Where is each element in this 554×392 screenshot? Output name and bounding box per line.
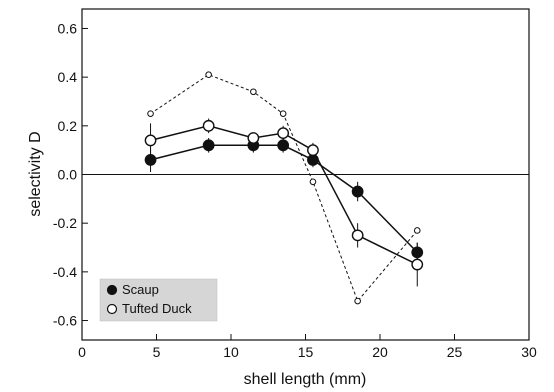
data-point — [279, 110, 287, 117]
y-axis-label: selectivity D — [27, 131, 44, 216]
data-point — [354, 297, 361, 305]
data-point — [411, 258, 424, 271]
y-tick-label: -0.6 — [53, 313, 77, 329]
data-point — [247, 132, 260, 144]
x-tick-label: 0 — [78, 344, 86, 360]
data-point — [413, 227, 421, 234]
data-point — [307, 144, 319, 157]
data-point — [144, 134, 157, 147]
legend-label-tufted-duck: Tufted Duck — [122, 301, 192, 316]
y-tick-label: -0.2 — [53, 215, 77, 231]
legend: Scaup Tufted Duck — [99, 278, 218, 322]
x-tick-label: 5 — [153, 344, 161, 360]
y-tick-label: 0.2 — [58, 118, 78, 134]
series-line — [150, 144, 418, 253]
x-tick-label: 10 — [223, 344, 239, 360]
legend-marker-tufted-duck — [106, 303, 118, 315]
data-point — [309, 178, 317, 186]
series-line — [150, 74, 418, 303]
data-point — [202, 139, 215, 152]
x-tick-label: 30 — [521, 344, 537, 360]
data-point — [147, 110, 154, 117]
data-point — [277, 139, 290, 152]
y-tick-label: -0.4 — [53, 264, 77, 280]
legend-box — [99, 278, 218, 322]
y-axis-ticks: 0.6 0.4 0.2 0.0 -0.2 -0.4 -0.6 — [53, 20, 88, 329]
y-tick-label: 0.4 — [58, 69, 78, 85]
data-point — [351, 185, 364, 198]
x-tick-label: 20 — [372, 344, 388, 360]
x-tick-label: 25 — [447, 344, 463, 360]
data-point — [202, 119, 215, 132]
legend-label-scaup: Scaup — [122, 282, 159, 297]
series-layer — [144, 71, 424, 305]
x-axis-label: shell length (mm) — [244, 371, 367, 388]
x-tick-label: 15 — [298, 344, 314, 360]
data-point — [250, 88, 257, 96]
legend-marker-scaup — [106, 284, 118, 296]
data-point — [351, 229, 364, 242]
y-tick-label: 0.0 — [58, 167, 78, 183]
y-tick-label: 0.6 — [58, 20, 78, 36]
data-point — [277, 127, 290, 140]
x-axis-ticks: 0 5 10 15 20 25 30 — [78, 334, 537, 360]
data-point — [205, 71, 212, 79]
